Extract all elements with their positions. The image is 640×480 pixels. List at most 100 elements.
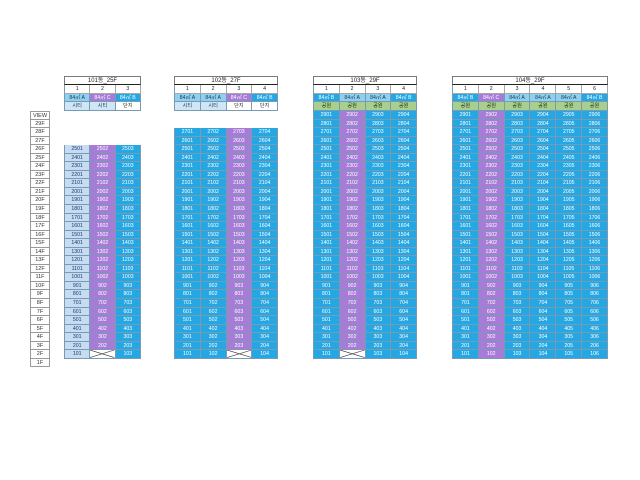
floor-row: 1301 1302 1303 1304 <box>313 247 417 257</box>
unit-cell: 2501 <box>452 145 479 154</box>
floor-row: 1001 1002 1003 1004 <box>313 273 417 282</box>
unit-cell: 303 <box>115 333 141 342</box>
unit-cell: 401 <box>174 324 201 334</box>
floor-row: 501 502 503 504 <box>313 316 417 325</box>
line-number: 1 <box>64 85 91 94</box>
unit-cell: 2501 <box>64 145 91 154</box>
unit-cell: 2504 <box>391 145 417 154</box>
floor-label: 22F <box>30 179 50 188</box>
floor-row: 1001 1002 1003 <box>64 273 141 282</box>
unit-cell: 1604 <box>252 222 278 231</box>
unit-cell: 2402 <box>200 153 227 163</box>
unit-cell: 304 <box>252 333 278 342</box>
unit-cell: 1102 <box>200 264 227 274</box>
floor-row: 201 202 203 204 205 206 <box>452 341 608 351</box>
floor-label: 7F <box>30 307 50 317</box>
unit-cell: 2706 <box>582 128 608 137</box>
floor-row: 1201 1202 1203 1204 <box>174 256 278 265</box>
floor-row: 1801 1802 1803 1804 <box>174 205 278 214</box>
line-number: 3 <box>365 85 392 94</box>
unit-cell: 902 <box>90 281 116 291</box>
unit-cell: 1204 <box>391 256 417 265</box>
floor-label: 12F <box>30 264 50 274</box>
floor-row: 501 502 503 504 505 506 <box>452 316 608 325</box>
unit-cell: 2303 <box>504 162 531 171</box>
unit-cell: 204 <box>252 341 278 351</box>
unit-cell: 1206 <box>582 256 608 265</box>
unit-cell: 1701 <box>452 213 479 223</box>
unit-type-row: 84㎡ A 84㎡ C 84㎡ B <box>64 93 141 103</box>
unit-cell: 2202 <box>339 170 366 180</box>
unit-cell: 502 <box>339 316 366 325</box>
line-number: 1 <box>313 85 340 94</box>
unit-type: 84㎡ C <box>226 93 253 103</box>
unit-cell: 1702 <box>339 213 366 223</box>
unit-cell: 501 <box>174 316 201 325</box>
unit-cell: 2901 <box>452 110 479 120</box>
unit-cell: 306 <box>582 333 608 342</box>
unit-cell: 1503 <box>504 230 531 240</box>
unit-cell: 203 <box>226 341 253 351</box>
unit-cell: 603 <box>365 307 392 317</box>
floor-row: 1601 1602 1603 1604 1605 1606 <box>452 222 608 231</box>
unit-cell: 901 <box>313 281 340 291</box>
floor-label: 14F <box>30 247 50 257</box>
floor-row: 101 102 104 <box>174 350 278 359</box>
unit-cell: 2501 <box>174 145 201 154</box>
floor-row: 2301 2302 2303 <box>64 162 141 171</box>
unit-cell: 906 <box>582 281 608 291</box>
unit-cell: 1604 <box>391 222 417 231</box>
unit-cell: 606 <box>582 307 608 317</box>
floor-label: 6F <box>30 316 50 325</box>
unit-cell: 1802 <box>90 205 116 214</box>
unit-cell: 2403 <box>115 153 141 163</box>
floor-label: 3F <box>30 341 50 351</box>
unit-cell: 1905 <box>556 196 583 205</box>
unit-cell: 1602 <box>200 222 227 231</box>
floor-row: 801 802 803 804 805 806 <box>452 290 608 300</box>
unit-cell: 1603 <box>115 222 141 231</box>
floor-row: 2101 2102 2103 2104 <box>174 179 278 188</box>
unit-cell: 703 <box>226 299 253 308</box>
unit-cell: 1405 <box>556 239 583 248</box>
unit-cell: 1402 <box>200 239 227 248</box>
unit-cell: 102 <box>478 350 505 359</box>
unit-cell: 1304 <box>252 247 278 257</box>
unit-cell: 1806 <box>582 205 608 214</box>
unit-cell: 803 <box>226 290 253 300</box>
unit-cell: 802 <box>200 290 227 300</box>
unit-cell: 302 <box>200 333 227 342</box>
unit-cell: 2201 <box>313 170 340 180</box>
unit-cell: 202 <box>200 341 227 351</box>
unit-cell: 1802 <box>339 205 366 214</box>
unit-cell: 2801 <box>452 119 479 129</box>
unit-cell: 1803 <box>115 205 141 214</box>
floor-row: 2601 2602 2603 2604 <box>313 136 417 146</box>
unit-cell: 1001 <box>64 273 91 282</box>
view-label: 단지 <box>115 102 141 111</box>
floor-row: 1201 1202 1203 1204 <box>313 256 417 265</box>
unit-cell: 1002 <box>478 273 505 282</box>
unit-cell: 2604 <box>391 136 417 146</box>
unit-cell: 804 <box>530 290 557 300</box>
unit-cell: 1804 <box>252 205 278 214</box>
unit-cell: 1302 <box>200 247 227 257</box>
unit-cell: 406 <box>582 324 608 334</box>
unit-type-row: 84㎡ A 84㎡ A 84㎡ C 84㎡ B <box>174 93 278 103</box>
floor-row: 1401 1402 1403 1404 <box>174 239 278 248</box>
view-label: 공원 <box>452 102 479 111</box>
unit-cell: 904 <box>530 281 557 291</box>
unit-cell: 903 <box>365 281 392 291</box>
unit-cell: 1402 <box>478 239 505 248</box>
unit-cell: 1202 <box>339 256 366 265</box>
unit-cell: 403 <box>365 324 392 334</box>
floor-row: 1601 1602 1603 1604 <box>313 222 417 231</box>
unit-cell: 504 <box>252 316 278 325</box>
unit-cell: 1601 <box>313 222 340 231</box>
unit-cell: 1706 <box>582 213 608 223</box>
unit-cell: 2903 <box>504 110 531 120</box>
unit-cell: 2904 <box>530 110 557 120</box>
floor-row: 1701 1702 1703 <box>64 213 141 223</box>
unit-cell: 2101 <box>452 179 479 188</box>
